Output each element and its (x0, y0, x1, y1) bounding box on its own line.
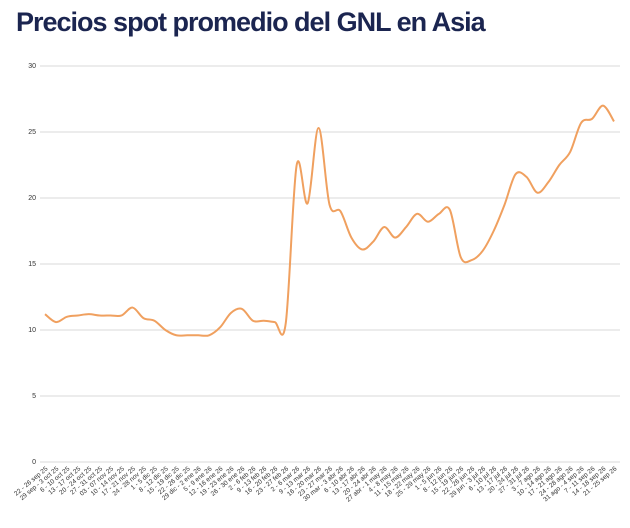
y-tick-label: 30 (28, 63, 36, 70)
y-tick-label: 25 (28, 129, 36, 136)
y-tick-label: 0 (32, 459, 36, 466)
y-tick-label: 10 (28, 327, 36, 334)
y-tick-label: 15 (28, 261, 36, 268)
line (44, 104, 615, 337)
y-tick-label: 20 (28, 195, 36, 202)
y-tick-label: 5 (32, 393, 36, 400)
chart-title: Precios spot promedio del GNL en Asia (16, 7, 487, 37)
